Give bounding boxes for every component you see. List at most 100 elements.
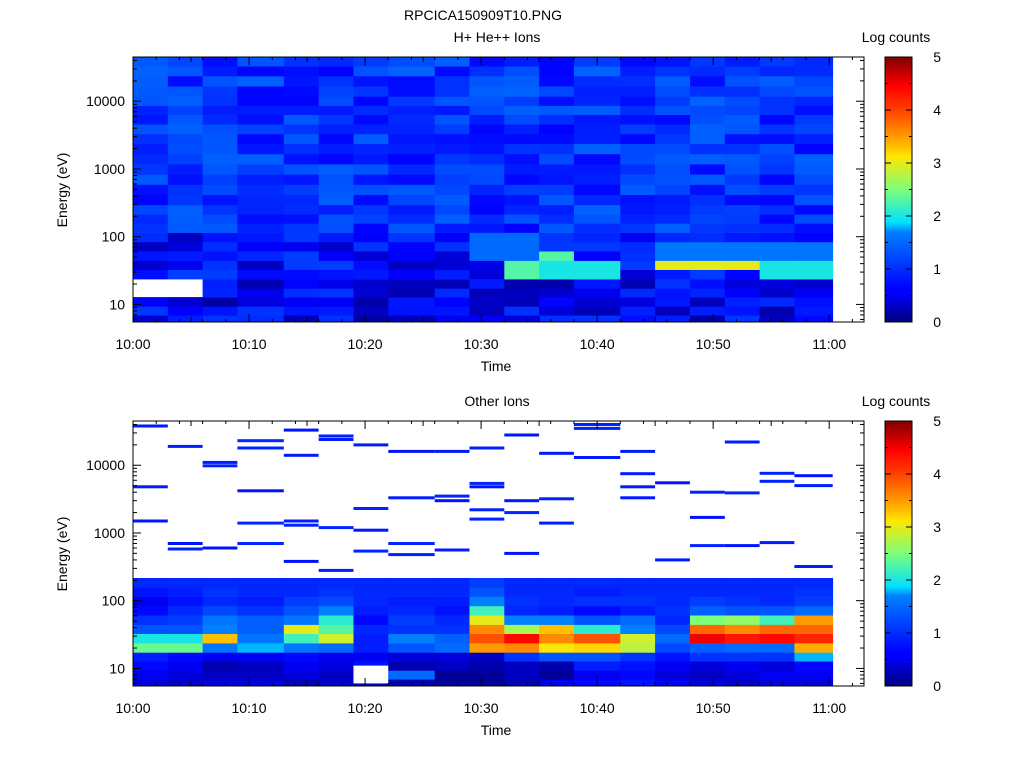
heatmap-cell bbox=[167, 223, 203, 233]
heatmap-cell bbox=[237, 251, 285, 261]
heatmap-cell bbox=[620, 288, 656, 298]
heatmap-cell bbox=[434, 269, 470, 280]
heatmap-cell bbox=[539, 269, 575, 280]
heatmap-cell bbox=[504, 57, 540, 67]
sparse-count-mark bbox=[283, 523, 319, 527]
heatmap-cell bbox=[283, 184, 319, 195]
heatmap-cell bbox=[620, 652, 656, 662]
heatmap-cell bbox=[539, 194, 575, 206]
heatmap-cell bbox=[353, 615, 389, 625]
heatmap-cell bbox=[620, 223, 656, 233]
heatmap-cell bbox=[573, 269, 621, 280]
heatmap-cell bbox=[388, 260, 436, 270]
heatmap-cell bbox=[620, 306, 656, 316]
sparse-count-mark bbox=[434, 548, 470, 552]
heatmap-cell bbox=[283, 652, 319, 662]
heatmap-cell bbox=[724, 57, 760, 67]
heatmap-cell bbox=[283, 306, 319, 316]
heatmap-cell bbox=[794, 315, 834, 323]
heatmap-cell bbox=[353, 57, 389, 67]
heatmap-cell bbox=[318, 75, 354, 87]
heatmap-cell bbox=[655, 124, 691, 135]
heatmap-cell bbox=[167, 114, 203, 125]
heatmap-cell bbox=[759, 652, 795, 662]
heatmap-cell bbox=[504, 133, 540, 144]
heatmap-cell bbox=[504, 105, 540, 115]
heatmap-cell bbox=[690, 260, 726, 270]
heatmap-cell bbox=[318, 652, 354, 662]
heatmap-cell bbox=[133, 232, 169, 243]
heatmap-cell bbox=[469, 578, 505, 588]
heatmap-cell bbox=[434, 605, 470, 616]
heatmap-cell bbox=[573, 143, 621, 155]
heatmap-cell bbox=[724, 124, 760, 135]
heatmap-cell bbox=[202, 133, 238, 144]
colorbar-label: Log counts bbox=[862, 393, 931, 409]
heatmap-cell bbox=[620, 214, 656, 224]
heatmap-cell bbox=[620, 105, 656, 115]
heatmap-cell bbox=[434, 232, 470, 243]
heatmap-cell bbox=[434, 105, 470, 115]
heatmap-cell bbox=[759, 605, 795, 616]
heatmap-cell bbox=[237, 143, 285, 155]
heatmap-cell bbox=[794, 297, 834, 307]
heatmap-cell bbox=[539, 241, 575, 252]
heatmap-cell bbox=[469, 66, 505, 77]
heatmap-cell bbox=[724, 75, 760, 87]
heatmap-cell bbox=[469, 251, 505, 261]
sparse-count-mark bbox=[283, 453, 319, 457]
heatmap-cell bbox=[573, 204, 621, 215]
heatmap-cell bbox=[353, 633, 389, 644]
heatmap-cell bbox=[759, 670, 795, 680]
heatmap-cell bbox=[794, 643, 834, 653]
heatmap-cell bbox=[283, 578, 319, 588]
heatmap-cell bbox=[620, 96, 656, 106]
heatmap-cell bbox=[133, 184, 169, 195]
heatmap-cell bbox=[237, 578, 285, 588]
heatmap-cell bbox=[724, 297, 760, 307]
heatmap-cell bbox=[759, 133, 795, 144]
heatmap-cell bbox=[167, 315, 203, 323]
heatmap-cell bbox=[539, 184, 575, 195]
heatmap-cell bbox=[469, 661, 505, 671]
y-axis: 10 100 1000 10000 bbox=[86, 423, 864, 684]
heatmap-cell bbox=[573, 75, 621, 87]
heatmap-cell bbox=[539, 652, 575, 662]
heatmap-cell bbox=[469, 184, 505, 195]
heatmap-cell bbox=[434, 96, 470, 106]
heatmap-cell bbox=[434, 86, 470, 97]
heatmap-cell bbox=[724, 306, 760, 316]
sparse-count-mark bbox=[353, 507, 389, 510]
heatmap-cell bbox=[318, 86, 354, 97]
y-axis-label: Energy (eV) bbox=[54, 153, 70, 228]
heatmap-cell bbox=[202, 315, 238, 323]
heatmap-cell bbox=[388, 153, 436, 165]
heatmap-cell bbox=[759, 153, 795, 165]
heatmap-cell bbox=[353, 605, 389, 616]
heatmap-cell bbox=[690, 251, 726, 261]
heatmap-cell bbox=[133, 605, 169, 616]
sparse-count-mark bbox=[283, 519, 319, 523]
heatmap-cell bbox=[167, 143, 203, 155]
heatmap-cell bbox=[759, 288, 795, 298]
heatmap-cell bbox=[388, 66, 436, 77]
heatmap-cell bbox=[504, 153, 540, 165]
heatmap-cell bbox=[353, 578, 389, 588]
heatmap-cell bbox=[469, 241, 505, 252]
heatmap-cell bbox=[167, 66, 203, 77]
sparse-count-mark bbox=[620, 449, 656, 453]
heatmap-cell bbox=[202, 269, 238, 280]
heatmap-cell bbox=[724, 288, 760, 298]
heatmap-cell bbox=[504, 679, 540, 687]
sparse-count-mark bbox=[759, 479, 795, 483]
heatmap-cell bbox=[388, 624, 436, 634]
heatmap-cell bbox=[655, 143, 691, 155]
heatmap-cell bbox=[167, 679, 203, 687]
heatmap-cell bbox=[504, 86, 540, 97]
heatmap-cell bbox=[794, 86, 834, 97]
heatmap-cell bbox=[237, 223, 285, 233]
heatmap-cell bbox=[655, 214, 691, 224]
heatmap-cell bbox=[318, 596, 354, 607]
heatmap-cells bbox=[133, 57, 834, 323]
sparse-count-mark bbox=[504, 433, 540, 437]
